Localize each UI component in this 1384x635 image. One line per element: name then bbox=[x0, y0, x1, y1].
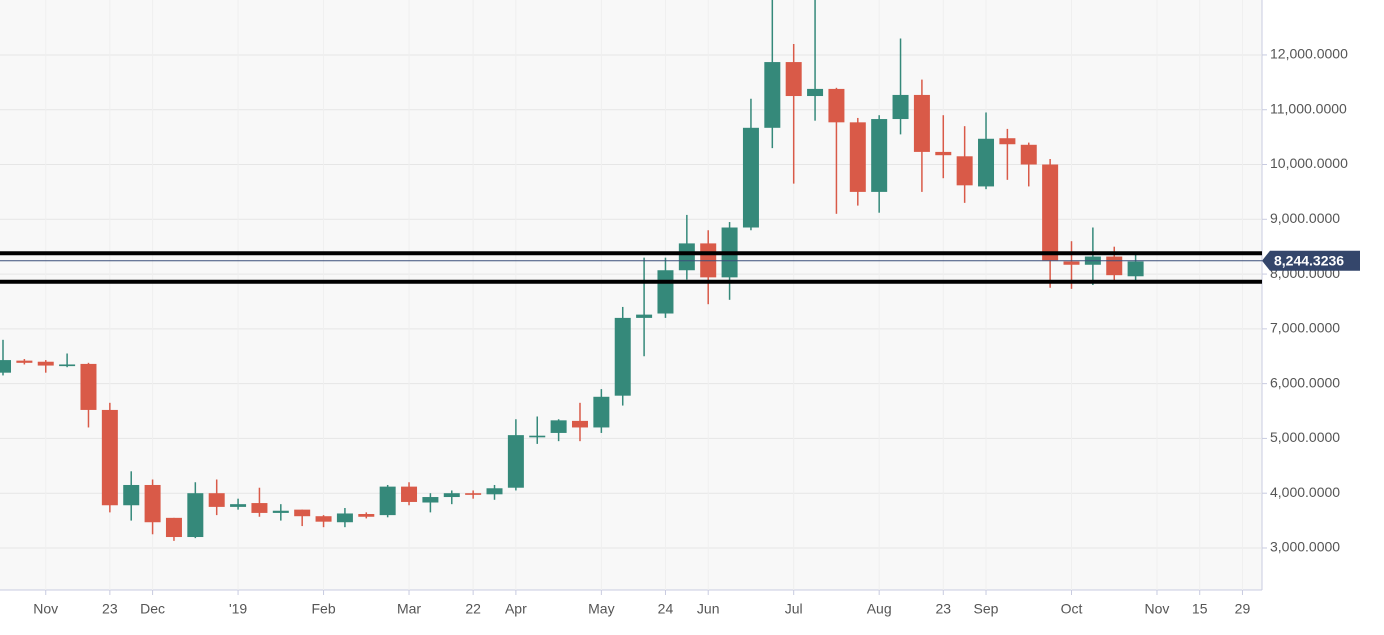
candle-body bbox=[764, 62, 781, 128]
candle-body bbox=[849, 122, 866, 192]
y-tick-label: 6,000.0000 bbox=[1270, 374, 1340, 390]
x-tick-label: Mar bbox=[397, 601, 421, 617]
x-tick-label: 15 bbox=[1192, 601, 1208, 617]
y-tick-label: 4,000.0000 bbox=[1270, 484, 1340, 500]
candle-body bbox=[379, 486, 396, 516]
candle-body bbox=[294, 509, 311, 517]
candle-body bbox=[892, 94, 909, 120]
candle-body bbox=[0, 360, 11, 373]
y-tick-label: 7,000.0000 bbox=[1270, 320, 1340, 336]
x-tick-label: Feb bbox=[311, 601, 335, 617]
candle-body bbox=[742, 127, 759, 228]
candle-body bbox=[187, 493, 204, 538]
plot-background bbox=[0, 0, 1262, 590]
candle-body bbox=[486, 488, 503, 495]
candle-body bbox=[465, 493, 482, 495]
x-tick-label: Sep bbox=[974, 601, 999, 617]
x-tick-label: 23 bbox=[102, 601, 118, 617]
candle-body bbox=[101, 409, 118, 506]
candle-body bbox=[37, 361, 54, 366]
candle-body bbox=[1020, 144, 1037, 165]
candle-body bbox=[401, 486, 418, 502]
candle-body bbox=[230, 504, 247, 507]
candle-body bbox=[422, 497, 439, 503]
x-tick-label: 24 bbox=[658, 601, 674, 617]
x-tick-label: Oct bbox=[1061, 601, 1083, 617]
candle-body bbox=[123, 484, 140, 506]
x-tick-label: 23 bbox=[935, 601, 951, 617]
y-tick-label: 10,000.0000 bbox=[1270, 155, 1348, 171]
candle-body bbox=[144, 484, 161, 523]
x-tick-label: Nov bbox=[1145, 601, 1170, 617]
candle-body bbox=[208, 493, 225, 507]
candle-body bbox=[828, 88, 845, 123]
candle-body bbox=[978, 138, 995, 187]
x-tick-label: May bbox=[588, 601, 614, 617]
candle-body bbox=[550, 420, 567, 433]
candle-body bbox=[956, 156, 973, 186]
candle-body bbox=[336, 513, 353, 523]
candle-body bbox=[657, 270, 674, 314]
candle-body bbox=[529, 435, 546, 438]
candle-body bbox=[1063, 261, 1080, 265]
x-tick-label: Dec bbox=[140, 601, 165, 617]
x-tick-label: 22 bbox=[465, 601, 481, 617]
candle-body bbox=[614, 317, 631, 396]
y-tick-label: 9,000.0000 bbox=[1270, 210, 1340, 226]
candle-body bbox=[593, 396, 610, 428]
y-tick-label: 3,000.0000 bbox=[1270, 539, 1340, 555]
candle-body bbox=[1127, 261, 1144, 277]
candle-body bbox=[999, 138, 1016, 145]
candle-body bbox=[315, 516, 332, 522]
x-tick-label: Apr bbox=[505, 601, 527, 617]
candle-body bbox=[807, 88, 824, 97]
y-tick-label: 11,000.0000 bbox=[1270, 100, 1347, 116]
last-price-tag bbox=[1262, 250, 1360, 271]
x-tick-label: Jul bbox=[785, 601, 803, 617]
candle-body bbox=[913, 94, 930, 152]
candle-body bbox=[1106, 256, 1123, 276]
candle-body bbox=[251, 503, 268, 513]
x-tick-label: Aug bbox=[867, 601, 892, 617]
x-tick-label: 29 bbox=[1235, 601, 1251, 617]
candle-body bbox=[871, 119, 888, 192]
candle-body bbox=[1042, 164, 1059, 261]
x-tick-label: Nov bbox=[33, 601, 58, 617]
candle-body bbox=[935, 151, 952, 156]
y-tick-label: 12,000.0000 bbox=[1270, 46, 1348, 62]
candle-body bbox=[358, 514, 375, 517]
candle-body bbox=[678, 243, 695, 271]
y-tick-label: 5,000.0000 bbox=[1270, 429, 1340, 445]
x-tick-label: '19 bbox=[229, 601, 247, 617]
candle-body bbox=[443, 493, 460, 498]
candle-body bbox=[16, 360, 33, 363]
candle-body bbox=[272, 510, 289, 513]
candle-body bbox=[785, 62, 802, 97]
candle-body bbox=[80, 363, 97, 410]
candle-body bbox=[571, 420, 588, 428]
candle-body bbox=[636, 314, 653, 318]
last-price-label: 8,244.3236 bbox=[1274, 252, 1344, 268]
x-tick-label: Jun bbox=[697, 601, 720, 617]
candle-body bbox=[59, 364, 76, 367]
candle-body bbox=[165, 517, 182, 538]
candle-body bbox=[507, 435, 524, 488]
